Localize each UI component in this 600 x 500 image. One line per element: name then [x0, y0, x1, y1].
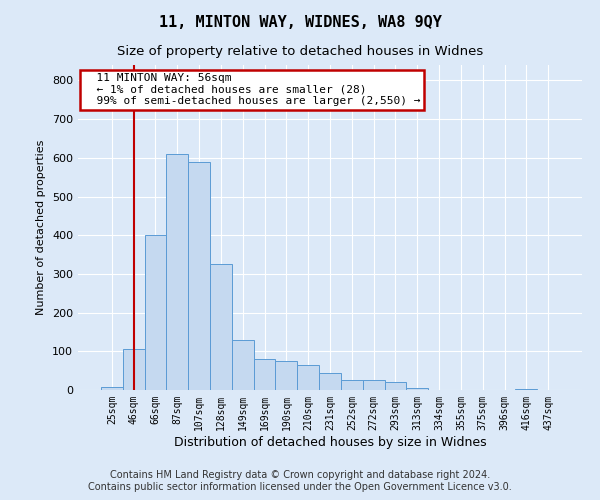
Bar — [385, 382, 406, 390]
Bar — [210, 264, 232, 390]
Bar — [297, 365, 319, 390]
Text: Size of property relative to detached houses in Widnes: Size of property relative to detached ho… — [117, 45, 483, 58]
Bar — [123, 350, 145, 390]
Bar — [341, 380, 363, 390]
Bar — [145, 235, 166, 390]
Text: Contains HM Land Registry data © Crown copyright and database right 2024.
Contai: Contains HM Land Registry data © Crown c… — [88, 470, 512, 492]
Bar — [363, 380, 385, 390]
Text: 11 MINTON WAY: 56sqm
  ← 1% of detached houses are smaller (28)
  99% of semi-de: 11 MINTON WAY: 56sqm ← 1% of detached ho… — [83, 73, 421, 106]
X-axis label: Distribution of detached houses by size in Widnes: Distribution of detached houses by size … — [173, 436, 487, 448]
Bar — [166, 154, 188, 390]
Bar — [319, 372, 341, 390]
Bar — [101, 387, 123, 390]
Bar — [515, 389, 537, 390]
Y-axis label: Number of detached properties: Number of detached properties — [37, 140, 46, 315]
Bar — [406, 388, 428, 390]
Bar — [254, 359, 275, 390]
Bar — [188, 162, 210, 390]
Bar — [232, 340, 254, 390]
Bar — [275, 361, 297, 390]
Text: 11, MINTON WAY, WIDNES, WA8 9QY: 11, MINTON WAY, WIDNES, WA8 9QY — [158, 15, 442, 30]
